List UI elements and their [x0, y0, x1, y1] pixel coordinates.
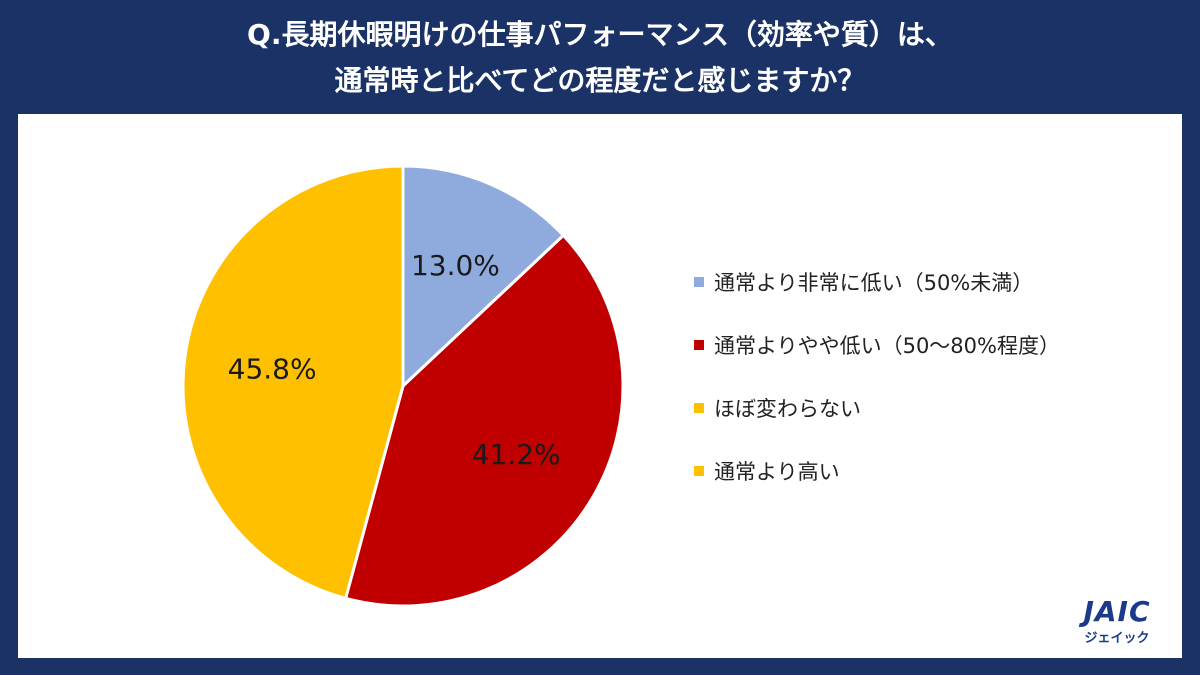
- pie-label-1: 41.2%: [472, 438, 561, 471]
- chart-title: Q.長期休暇明けの仕事パフォーマンス（効率や質）は、 通常時と比べてどの程度だと…: [0, 12, 1200, 104]
- legend-label-1: 通常よりやや低い（50～80%程度）: [714, 334, 1060, 358]
- title-line-2: 通常時と比べてどの程度だと感じますか？: [334, 64, 866, 97]
- pie-slice-2: [181, 164, 405, 601]
- legend-label-0: 通常より非常に低い（50%未満）: [714, 271, 1034, 295]
- legend-swatch-0: [694, 277, 704, 287]
- legend-item-3: 通常より高い: [694, 453, 1060, 489]
- chart-panel: 13.0% 41.2% 45.8% 通常より非常に低い（50%未満） 通常よりやや低い…: [18, 114, 1182, 658]
- legend-label-2: ほぼ変わらない: [714, 397, 861, 421]
- legend-item-2: ほぼ変わらない: [694, 390, 1060, 426]
- pie-label-2: 45.8%: [228, 353, 317, 386]
- pie-slice-1: [343, 233, 625, 608]
- jaic-logo: JAIC ジェイック: [1072, 595, 1162, 647]
- legend-label-3: 通常より高い: [714, 460, 840, 484]
- legend-item-0: 通常より非常に低い（50%未満）: [694, 264, 1060, 300]
- logo-mark: JAIC: [1083, 595, 1151, 628]
- legend-swatch-3: [694, 466, 704, 476]
- legend-item-1: 通常よりやや低い（50～80%程度）: [694, 327, 1060, 363]
- pie-label-0: 13.0%: [411, 249, 500, 282]
- pie-chart: 13.0% 41.2% 45.8%: [181, 164, 625, 608]
- legend-swatch-2: [694, 403, 704, 413]
- logo-subtext: ジェイック: [1084, 631, 1150, 646]
- pie-slice-0: [401, 164, 566, 390]
- title-line-1: Q.長期休暇明けの仕事パフォーマンス（効率や質）は、: [247, 18, 953, 51]
- legend-swatch-1: [694, 340, 704, 350]
- legend: 通常より非常に低い（50%未満） 通常よりやや低い（50～80%程度） ほぼ変わらな…: [694, 264, 1060, 516]
